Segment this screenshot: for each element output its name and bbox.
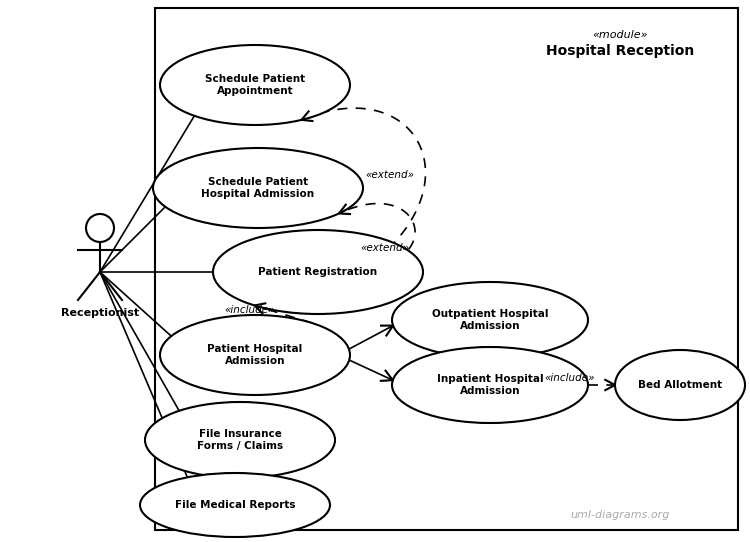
Text: «extend»: «extend» xyxy=(361,243,410,253)
Text: Inpatient Hospital
Admission: Inpatient Hospital Admission xyxy=(436,374,543,396)
Text: Outpatient Hospital
Admission: Outpatient Hospital Admission xyxy=(432,309,548,331)
Ellipse shape xyxy=(392,347,588,423)
Text: Schedule Patient
Hospital Admission: Schedule Patient Hospital Admission xyxy=(202,177,314,199)
Text: Bed Allotment: Bed Allotment xyxy=(638,380,722,390)
Ellipse shape xyxy=(145,402,335,478)
Ellipse shape xyxy=(160,45,350,125)
Text: «extend»: «extend» xyxy=(365,170,415,180)
Text: Schedule Patient
Appointment: Schedule Patient Appointment xyxy=(205,74,305,96)
Ellipse shape xyxy=(615,350,745,420)
Text: Receptionist: Receptionist xyxy=(61,308,139,318)
Ellipse shape xyxy=(153,148,363,228)
Ellipse shape xyxy=(392,282,588,358)
Ellipse shape xyxy=(160,315,350,395)
Bar xyxy=(155,8,738,530)
Text: uml-diagrams.org: uml-diagrams.org xyxy=(570,510,670,520)
Text: File Insurance
Forms / Claims: File Insurance Forms / Claims xyxy=(197,429,283,451)
Text: «include»: «include» xyxy=(544,373,596,383)
Text: Patient Hospital
Admission: Patient Hospital Admission xyxy=(207,344,302,366)
Ellipse shape xyxy=(140,473,330,537)
Text: «module»: «module» xyxy=(592,30,648,40)
Ellipse shape xyxy=(213,230,423,314)
Text: «include»: «include» xyxy=(225,305,275,315)
Text: File Medical Reports: File Medical Reports xyxy=(175,500,296,510)
Text: Patient Registration: Patient Registration xyxy=(259,267,377,277)
Text: Hospital Reception: Hospital Reception xyxy=(546,44,694,58)
